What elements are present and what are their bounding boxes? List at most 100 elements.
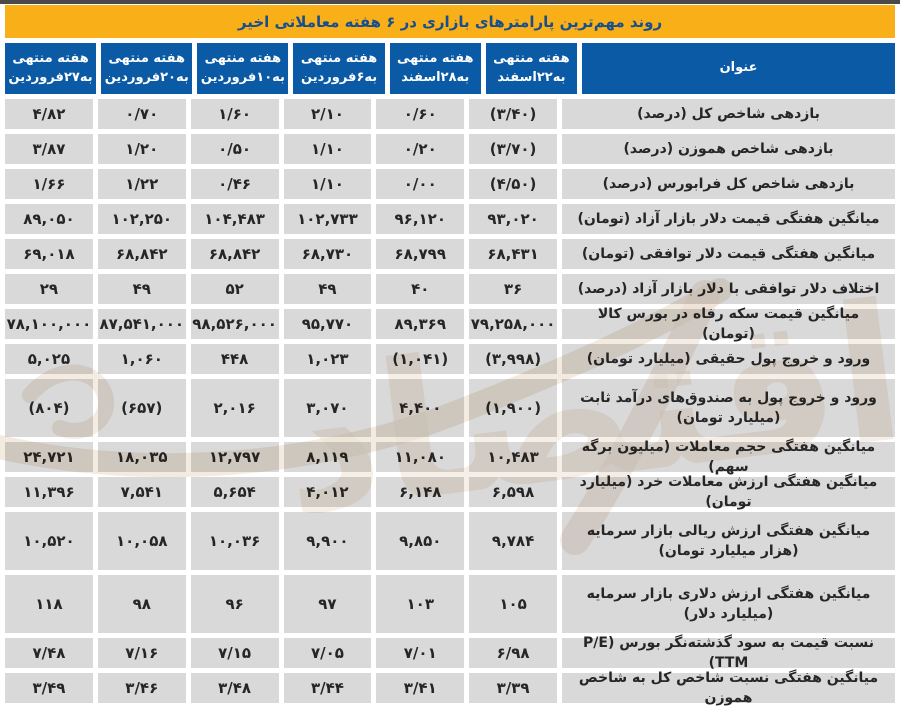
table-row: نسبت قیمت به سود گذشته‌نگر بورس (P/E TTM… [5, 635, 895, 671]
row-label: ورود و خروج پول به صندوق‌های درآمد ثابت … [562, 379, 895, 437]
value-cell: ۶۹,۰۱۸ [5, 239, 93, 269]
value-cell: ۹۶ [190, 575, 279, 633]
table-title: روند مهم‌ترین پارامترهای بازاری در ۶ هفت… [237, 12, 663, 31]
value-cell: (۱,۹۰۰) [469, 379, 557, 437]
value-cell: ۸,۱۱۹ [283, 442, 372, 472]
row-label: میانگین هفتگی ارزش معاملات خرد (میلیارد … [562, 474, 895, 510]
value-cell: ۳/۴۶ [97, 673, 186, 703]
value-cell: ۱۰۲,۲۵۰ [97, 204, 186, 234]
value-cell: (۶۵۷) [97, 379, 186, 437]
row-label: میانگین هفتگی نسبت شاخص کل به شاخص هموزن [562, 670, 895, 706]
value-cell: ۱۱۸ [5, 575, 93, 633]
value-cell: ۴۰ [376, 274, 465, 304]
table-row: ورود و خروج پول به صندوق‌های درآمد ثابت … [5, 379, 895, 437]
value-cell: ۸۹,۳۶۹ [376, 309, 465, 339]
value-cell: ۴۹ [97, 274, 186, 304]
table-row: میانگین هفتگی قیمت دلار بازار آزاد (توما… [5, 204, 895, 234]
value-cell: ۴,۰۱۲ [283, 477, 372, 507]
value-cell: ۱۰,۴۸۳ [469, 442, 557, 472]
value-cell: ۲,۰۱۶ [190, 379, 279, 437]
value-cell: ۷/۱۵ [190, 638, 279, 668]
table-row: ورود و خروج پول حقیقی (میلیارد تومان) (۳,… [5, 344, 895, 374]
value-cell: ۶۸,۷۳۰ [283, 239, 372, 269]
value-cell: ۰/۵۰ [190, 134, 279, 164]
value-cell: (۴/۵۰) [469, 169, 557, 199]
value-cell: ۴/۸۲ [5, 99, 93, 129]
value-cell: (۳,۹۹۸) [469, 344, 557, 374]
top-divider [0, 0, 900, 4]
column-header-line1: هفته منتهی [493, 50, 570, 66]
header-row: عنوان هفته منتهی به۲۲اسفند هفته منتهی به۲۸اس… [4, 43, 895, 94]
column-header-week-6: هفته منتهی به۲۷فروردین [4, 43, 97, 94]
column-header-line1: هفته منتهی [397, 50, 474, 66]
row-label: میانگین هفتگی حجم معاملات (میلیون برگه س… [562, 439, 895, 475]
value-cell: ۶,۱۴۸ [376, 477, 465, 507]
value-cell: ۷۸,۱۰۰,۰۰۰ [5, 309, 93, 339]
table-row: میانگین هفتگی قیمت دلار توافقی (تومان) ۶۸… [5, 239, 895, 269]
value-cell: ۵۲ [190, 274, 279, 304]
column-header-week-4: هفته منتهی به۱۰فروردین [197, 43, 289, 94]
column-header-line1: هفته منتهی [12, 50, 89, 66]
value-cell: ۹,۸۵۰ [376, 512, 465, 570]
value-cell: (۳/۴۰) [469, 99, 557, 129]
table-row: میانگین هفتگی حجم معاملات (میلیون برگه س… [5, 439, 895, 475]
column-header-week-1: هفته منتهی به۲۲اسفند [485, 43, 577, 94]
value-cell: ۶,۵۹۸ [469, 477, 557, 507]
value-cell: ۳/۴۱ [376, 673, 465, 703]
content-area: روند مهم‌ترین پارامترهای بازاری در ۶ هفت… [0, 4, 900, 708]
column-header-line2: به۲۰فروردین [104, 69, 189, 85]
value-cell: ۱۸,۰۳۵ [97, 442, 186, 472]
value-cell: ۷/۴۸ [5, 638, 93, 668]
value-cell: ۳,۰۷۰ [283, 379, 372, 437]
value-cell: ۷/۰۱ [376, 638, 465, 668]
value-cell: ۱۰۵ [469, 575, 557, 633]
column-header-line1: هفته منتهی [300, 50, 378, 66]
table-title-bar: روند مهم‌ترین پارامترهای بازاری در ۶ هفت… [5, 5, 895, 38]
value-cell: ۷/۰۵ [283, 638, 372, 668]
value-cell: ۱۰,۵۲۰ [5, 512, 93, 570]
value-cell: ۹۸,۵۲۶,۰۰۰ [190, 309, 279, 339]
column-header-line1: هفته منتهی [108, 50, 185, 66]
value-cell: ۹۷ [283, 575, 372, 633]
table-row: میانگین هفتگی ارزش معاملات خرد (میلیارد … [5, 474, 895, 510]
column-header-week-3: هفته منتهی به۶فروردین [293, 43, 385, 94]
value-cell: ۷,۵۴۱ [97, 477, 186, 507]
value-cell: ۹,۹۰۰ [283, 512, 372, 570]
value-cell: ۱۰۳ [376, 575, 465, 633]
value-cell: ۳/۴۴ [283, 673, 372, 703]
column-header-title: عنوان [582, 43, 895, 94]
table-row: میانگین هفتگی نسبت شاخص کل به شاخص هموزن… [5, 670, 895, 706]
column-header-line2: به۲۸اسفند [401, 69, 470, 85]
table-row: میانگین هفتگی ارزش دلاری بازار سرمایه (م… [5, 575, 895, 633]
row-label: میانگین قیمت سکه رفاه در بورس کالا (توما… [562, 306, 895, 342]
value-cell: ۳/۴۹ [5, 673, 93, 703]
value-cell: ۰/۶۰ [376, 99, 465, 129]
value-cell: ۰/۷۰ [97, 99, 186, 129]
value-cell: ۸۷,۵۴۱,۰۰۰ [97, 309, 186, 339]
value-cell: ۰/۰۰ [376, 169, 465, 199]
value-cell: ۱۰,۰۳۶ [190, 512, 279, 570]
row-label: میانگین هفتگی قیمت دلار توافقی (تومان) [562, 239, 895, 269]
value-cell: ۹۸ [97, 575, 186, 633]
table-row: میانگین قیمت سکه رفاه در بورس کالا (توما… [5, 306, 895, 342]
value-cell: ۹۵,۷۷۰ [283, 309, 372, 339]
value-cell: ۳/۴۸ [190, 673, 279, 703]
value-cell: ۰/۴۶ [190, 169, 279, 199]
value-cell: ۱/۲۲ [97, 169, 186, 199]
row-label: میانگین هفتگی ارزش دلاری بازار سرمایه (م… [562, 575, 895, 633]
value-cell: ۱/۶۰ [190, 99, 279, 129]
value-cell: ۸۹,۰۵۰ [5, 204, 93, 234]
table-row: بازدهی شاخص هموزن (درصد) (۳/۷۰) ۰/۲۰ ۱/۱۰ ۰/… [5, 134, 895, 164]
value-cell: ۵,۶۵۴ [190, 477, 279, 507]
value-cell: ۲۹ [5, 274, 93, 304]
value-cell: ۶۸,۸۴۲ [190, 239, 279, 269]
value-cell: (۳/۷۰) [469, 134, 557, 164]
row-label: بازدهی شاخص کل فرابورس (درصد) [562, 169, 895, 199]
value-cell: ۳۶ [469, 274, 557, 304]
column-header-line2: به۲۲اسفند [497, 69, 566, 85]
row-label: اختلاف دلار توافقی با دلار بازار آزاد (د… [562, 274, 895, 304]
row-label: میانگین هفتگی قیمت دلار بازار آزاد (توما… [562, 204, 895, 234]
column-header-line1: هفته منتهی [204, 50, 282, 66]
value-cell: ۱۰,۰۵۸ [97, 512, 186, 570]
